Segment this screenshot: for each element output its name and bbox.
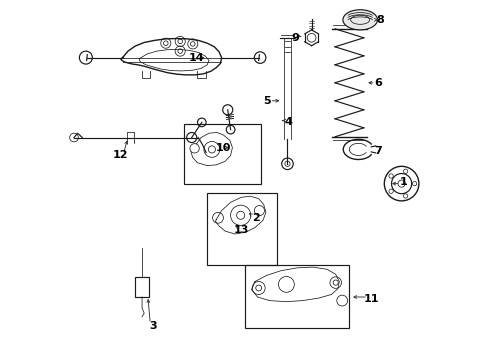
Text: 8: 8: [376, 15, 384, 25]
Text: 5: 5: [263, 96, 270, 106]
Text: 14: 14: [189, 53, 204, 63]
Text: 1: 1: [399, 177, 407, 187]
Text: 4: 4: [284, 117, 292, 127]
Bar: [135, 277, 149, 297]
Circle shape: [190, 144, 199, 153]
Text: 2: 2: [252, 213, 260, 223]
Text: 3: 3: [149, 321, 157, 331]
Text: 10: 10: [216, 143, 231, 153]
Text: 6: 6: [374, 78, 382, 88]
Text: 9: 9: [292, 33, 299, 43]
Ellipse shape: [343, 10, 377, 30]
Circle shape: [337, 295, 347, 306]
Text: 11: 11: [363, 294, 379, 304]
Text: 13: 13: [234, 225, 249, 235]
Text: 12: 12: [113, 150, 128, 160]
Text: 7: 7: [374, 146, 382, 156]
